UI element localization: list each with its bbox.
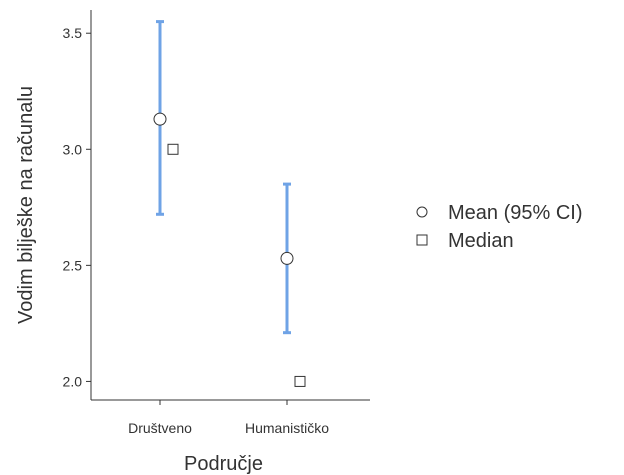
y-tick-label: 3.0 [63,141,83,157]
plot-area [153,20,306,387]
y-tick-label: 2.0 [63,373,83,389]
median-point [294,375,306,387]
x-axis-title: Područje [184,453,263,475]
mean-point [153,112,167,126]
legend-label-mean: Mean (95% CI) [448,202,583,224]
x-tick-label: Humanističko [245,420,329,436]
x-axis-ticks: Društveno Humanističko [128,400,329,436]
legend-mean-marker [416,206,428,218]
y-axis-title: Vodim bilješke na računalu [15,86,37,324]
legend: Mean (95% CI) Median [416,202,583,252]
legend-label-median: Median [448,230,514,252]
y-tick-label: 2.5 [63,257,83,273]
legend-median-marker [416,234,428,246]
y-tick-label: 3.5 [63,25,83,41]
mean-point [280,251,294,265]
y-axis-ticks: 2.0 2.5 3.0 3.5 [63,25,91,389]
x-tick-label: Društveno [128,420,192,436]
median-point [167,143,179,155]
